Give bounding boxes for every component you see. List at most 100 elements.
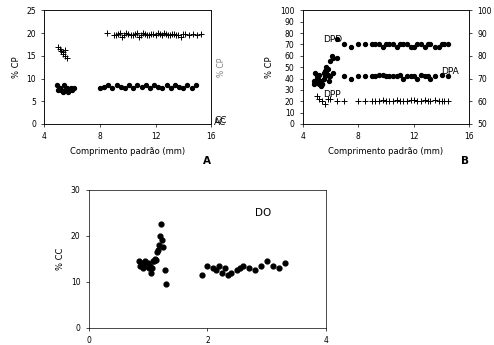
Point xyxy=(152,257,160,263)
Point xyxy=(154,247,162,252)
Point xyxy=(251,267,259,273)
Point xyxy=(333,55,341,61)
Point xyxy=(382,99,390,104)
Point xyxy=(198,31,206,37)
X-axis label: Comprimento padrão (mm): Comprimento padrão (mm) xyxy=(70,147,185,156)
Point xyxy=(160,30,168,36)
Point xyxy=(347,76,355,81)
Point xyxy=(151,256,159,262)
Text: CC: CC xyxy=(214,116,227,125)
Point xyxy=(153,249,161,255)
Point xyxy=(323,70,330,76)
Point xyxy=(412,99,420,104)
Point xyxy=(320,70,328,76)
Point xyxy=(318,81,326,87)
Point xyxy=(382,42,390,47)
Point xyxy=(403,73,411,79)
Point xyxy=(403,42,411,47)
Point xyxy=(192,82,200,88)
Point xyxy=(327,73,334,79)
Point xyxy=(112,32,120,38)
Point xyxy=(156,233,164,238)
Point xyxy=(236,265,244,271)
Point xyxy=(328,53,336,59)
Point xyxy=(168,31,176,37)
Point xyxy=(138,84,146,89)
Point xyxy=(171,82,179,88)
Point xyxy=(340,42,348,47)
Point xyxy=(161,267,169,273)
Point xyxy=(399,99,407,104)
Point xyxy=(64,89,72,95)
Point xyxy=(368,73,376,79)
Point xyxy=(399,76,407,81)
Point xyxy=(438,99,446,104)
Point xyxy=(393,44,401,49)
Point xyxy=(63,85,71,90)
Point xyxy=(170,31,178,37)
Point xyxy=(321,68,329,73)
Point xyxy=(410,97,418,103)
Point xyxy=(135,258,143,264)
Point xyxy=(239,263,247,268)
Point xyxy=(314,76,322,81)
Point xyxy=(327,59,334,64)
Point xyxy=(128,32,136,38)
Point xyxy=(96,85,104,90)
Point xyxy=(137,32,145,38)
Point xyxy=(109,85,117,90)
Point xyxy=(174,32,182,38)
Point xyxy=(118,34,126,39)
Point xyxy=(143,263,151,268)
Point xyxy=(54,44,62,49)
Point xyxy=(175,84,183,89)
Point xyxy=(158,238,166,243)
Point xyxy=(221,265,229,271)
Point xyxy=(150,258,158,264)
Point xyxy=(324,72,331,78)
Point xyxy=(417,99,425,104)
Point xyxy=(375,72,383,78)
Point xyxy=(424,99,432,104)
Point xyxy=(431,97,439,103)
Point xyxy=(60,82,68,88)
Point xyxy=(172,32,180,38)
Text: B: B xyxy=(461,156,469,166)
Point xyxy=(100,84,108,89)
Point xyxy=(135,34,143,39)
Point xyxy=(154,84,162,89)
Point xyxy=(59,89,67,95)
Point xyxy=(329,55,337,61)
Point xyxy=(166,32,174,38)
Point xyxy=(121,32,128,38)
Point xyxy=(61,48,69,53)
Point xyxy=(371,99,379,104)
Point xyxy=(317,84,325,89)
Point xyxy=(56,46,64,52)
Point xyxy=(146,263,154,268)
Point xyxy=(396,72,404,78)
Point xyxy=(435,44,443,49)
Point xyxy=(424,73,432,79)
Point xyxy=(129,85,137,90)
Point xyxy=(410,73,418,79)
Point xyxy=(57,87,65,93)
Point xyxy=(361,99,369,104)
Point xyxy=(426,76,434,81)
Point xyxy=(421,73,429,79)
Point xyxy=(321,73,329,79)
Point xyxy=(431,73,439,79)
Point xyxy=(315,96,323,102)
Point xyxy=(116,30,124,36)
Point xyxy=(421,44,429,49)
Point xyxy=(209,265,217,271)
Point xyxy=(281,260,288,266)
Point xyxy=(333,99,341,104)
Point xyxy=(185,32,193,38)
Y-axis label: % CP: % CP xyxy=(265,56,274,78)
Point xyxy=(393,97,401,103)
Point xyxy=(131,31,139,37)
Point xyxy=(152,32,160,38)
Point xyxy=(133,30,141,36)
Point xyxy=(156,31,164,37)
